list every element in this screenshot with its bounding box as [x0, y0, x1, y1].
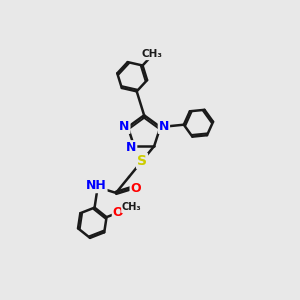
Text: N: N [119, 120, 130, 133]
Text: S: S [137, 154, 147, 168]
Text: O: O [130, 182, 141, 195]
Text: N: N [159, 120, 169, 133]
Text: NH: NH [86, 179, 106, 192]
Text: CH₃: CH₃ [122, 202, 142, 212]
Text: N: N [126, 141, 136, 154]
Text: CH₃: CH₃ [141, 49, 162, 59]
Text: O: O [113, 206, 123, 219]
